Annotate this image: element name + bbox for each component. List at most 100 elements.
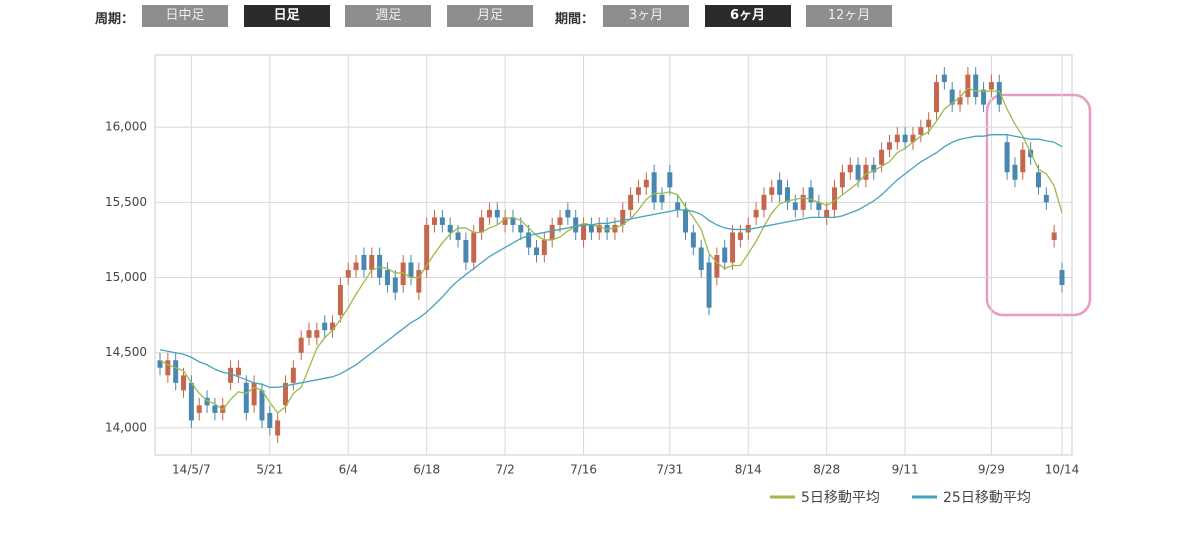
x-tick-label: 9/29 [978, 463, 1005, 477]
candle-body [337, 285, 343, 316]
candle-body [745, 224, 751, 233]
candle-body [345, 270, 351, 278]
highlight-box [985, 93, 1092, 317]
candle-body [949, 89, 955, 105]
candle-body [463, 239, 469, 263]
range-button[interactable]: 3ヶ月 [603, 5, 689, 27]
candle-body [306, 330, 312, 338]
candle-body [753, 209, 759, 218]
candle-body [1035, 172, 1041, 188]
candle-body [792, 202, 798, 210]
candle-body [871, 164, 877, 173]
candle-body [714, 255, 720, 278]
candle-body [361, 255, 367, 271]
candle-body [722, 247, 728, 263]
candle-body [188, 382, 194, 421]
candle-body [471, 232, 477, 263]
period-button[interactable]: 日中足 [142, 5, 228, 27]
candle-body [165, 360, 171, 376]
candle-body [612, 224, 618, 233]
candle-body [667, 172, 673, 188]
candle-body [784, 187, 790, 203]
candle-body [486, 209, 492, 218]
candle-body [965, 74, 971, 98]
range-label: 期間： [555, 12, 595, 27]
candle-body [157, 360, 163, 368]
candle-body [863, 164, 869, 180]
candle-body [706, 262, 712, 308]
candle-body [957, 97, 963, 105]
candle-body [816, 202, 822, 210]
candle-body [228, 367, 234, 383]
candle-body [902, 134, 908, 143]
range-button[interactable]: 12ヶ月 [806, 5, 892, 27]
x-tick-label: 9/11 [892, 463, 919, 477]
candle-body [651, 172, 657, 203]
x-tick-label: 6/4 [339, 463, 358, 477]
y-tick-label: 15,500 [105, 195, 147, 209]
candle-body [282, 382, 288, 406]
candle-body [259, 390, 265, 421]
period-button[interactable]: 日足 [243, 5, 330, 27]
x-tick-label: 8/28 [813, 463, 840, 477]
x-tick-label: 6/18 [413, 463, 440, 477]
x-tick-label: 7/2 [495, 463, 514, 477]
candle-body [800, 194, 806, 210]
candle-body [204, 397, 210, 406]
candle-body [926, 119, 932, 128]
candle-body [973, 74, 979, 98]
candle-body [573, 217, 579, 233]
candle-body [377, 255, 383, 278]
candle-body [855, 164, 861, 180]
candle-body [439, 217, 445, 225]
candle-body [251, 382, 257, 406]
candle-body [235, 367, 241, 376]
candle-body [620, 209, 626, 225]
candle-body [447, 224, 453, 233]
candle-body [1043, 194, 1049, 203]
candle-body [557, 217, 563, 225]
candle-body [565, 209, 571, 218]
candle-body [526, 232, 532, 248]
candle-body [314, 330, 320, 338]
x-tick-label: 14/5/7 [172, 463, 211, 477]
period-button[interactable]: 週足 [345, 5, 432, 27]
candle-body [196, 405, 202, 413]
moving-average-line [159, 87, 1063, 414]
candle-body [392, 277, 398, 293]
candle-body [808, 187, 814, 203]
candle-body [455, 232, 461, 240]
candle-body [988, 82, 994, 90]
candle-body [494, 209, 500, 218]
candle-body [659, 194, 665, 203]
candle-body [275, 420, 281, 436]
period-button[interactable]: 月足 [447, 5, 534, 27]
candle-body [643, 179, 649, 188]
candle-body [408, 262, 414, 278]
legend-label: 5日移動平均 [801, 490, 880, 506]
candle-body [479, 217, 485, 233]
candle-body [588, 224, 594, 233]
candle-body [1051, 232, 1057, 240]
range-button[interactable]: 6ヶ月 [704, 5, 791, 27]
plot-frame [154, 54, 1073, 456]
candle-body [384, 270, 390, 286]
candle-body [879, 149, 885, 165]
candle-body [298, 337, 304, 353]
candle-body [1020, 149, 1026, 173]
candle-body [181, 375, 187, 391]
candle-body [981, 89, 987, 105]
candle-body [847, 164, 853, 173]
candle-body [690, 232, 696, 248]
candle-body [533, 247, 539, 255]
x-tick-label: 10/14 [1045, 463, 1080, 477]
candle-body [1004, 142, 1010, 173]
candle-body [730, 232, 736, 263]
candle-body [683, 209, 689, 233]
x-tick-label: 7/31 [656, 463, 683, 477]
candle-body [212, 405, 218, 413]
candle-body [322, 322, 328, 331]
candle-body [424, 224, 430, 271]
